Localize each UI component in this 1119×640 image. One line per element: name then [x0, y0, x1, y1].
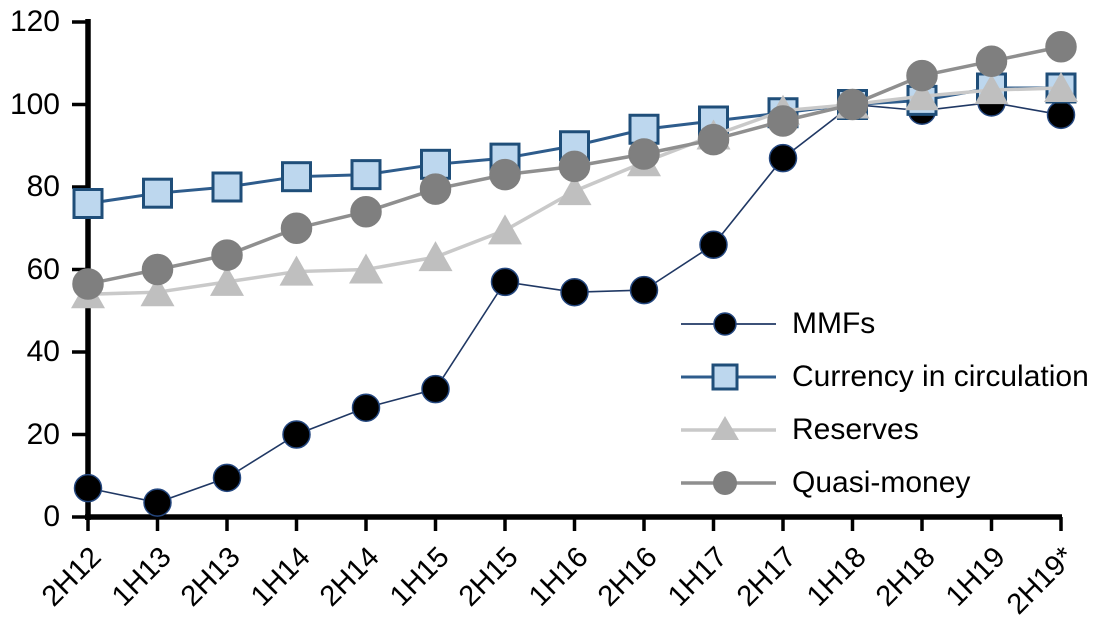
y-tick-label: 60: [26, 252, 60, 286]
marker-mmfs: [212, 463, 242, 493]
marker-reserves: [557, 175, 592, 206]
legend-label-quasi-money: Quasi-money: [792, 465, 971, 499]
marker-quasi-money: [767, 105, 799, 137]
legend-label-reserves: Reserves: [792, 412, 919, 446]
quasi-money-marker-icon: [681, 470, 776, 495]
legend-item-quasi-money: Quasi-money: [681, 456, 1089, 509]
marker-reserves: [210, 265, 244, 296]
y-tick-label: 100: [9, 87, 60, 121]
marker-quasi-money: [141, 253, 174, 286]
marker-currency-in-circulation: [281, 161, 312, 193]
marker-quasi-money: [419, 173, 452, 205]
marker-reserves: [279, 255, 314, 286]
legend: MMFs Currency in circulation Reserves Qu…: [681, 297, 1089, 509]
legend-item-mmfs: MMFs: [681, 297, 1089, 350]
marker-mmfs: [560, 277, 589, 307]
marker-quasi-money: [628, 138, 660, 170]
currency-marker-icon: [681, 363, 776, 390]
marker-currency-in-circulation: [350, 159, 382, 191]
marker-reserves: [418, 241, 453, 272]
marker-quasi-money: [906, 59, 938, 92]
marker-reserves: [974, 74, 1009, 105]
marker-quasi-money: [975, 45, 1008, 77]
legend-item-currency: Currency in circulation: [681, 350, 1089, 403]
marker-mmfs: [143, 488, 172, 517]
y-tick-label: 20: [26, 417, 60, 451]
legend-label-mmfs: MMFs: [792, 306, 876, 340]
marker-mmfs: [73, 473, 103, 503]
y-tick-label: 80: [26, 170, 60, 203]
marker-quasi-money: [1045, 31, 1077, 63]
marker-quasi-money: [211, 239, 243, 271]
marker-mmfs: [351, 393, 381, 422]
marker-currency-in-circulation: [211, 171, 243, 203]
marker-reserves: [1044, 72, 1078, 102]
marker-mmfs: [699, 230, 728, 259]
mmfs-marker-icon: [681, 311, 776, 336]
marker-mmfs: [282, 420, 311, 449]
y-tick-label: 0: [43, 500, 60, 533]
marker-mmfs: [1046, 100, 1076, 130]
marker-quasi-money: [280, 212, 313, 244]
marker-currency-in-circulation: [142, 177, 173, 209]
marker-reserves: [488, 214, 522, 245]
marker-mmfs: [490, 267, 520, 297]
marker-quasi-money: [489, 158, 521, 191]
marker-reserves: [905, 80, 939, 111]
marker-currency-in-circulation: [72, 188, 104, 219]
marker-quasi-money: [350, 196, 382, 228]
marker-mmfs: [768, 143, 798, 173]
marker-reserves: [140, 276, 175, 307]
marker-mmfs: [629, 275, 659, 305]
legend-label-currency: Currency in circulation: [792, 359, 1089, 393]
marker-quasi-money: [836, 88, 869, 121]
reserves-marker-icon: [681, 415, 776, 440]
y-tick-label: 40: [26, 335, 60, 368]
marker-mmfs: [421, 374, 450, 404]
marker-quasi-money: [697, 123, 730, 156]
marker-quasi-money: [558, 150, 591, 183]
y-tick-label: 120: [9, 5, 60, 38]
legend-item-reserves: Reserves: [681, 403, 1089, 456]
marker-quasi-money: [72, 268, 104, 300]
marker-reserves: [349, 253, 383, 284]
